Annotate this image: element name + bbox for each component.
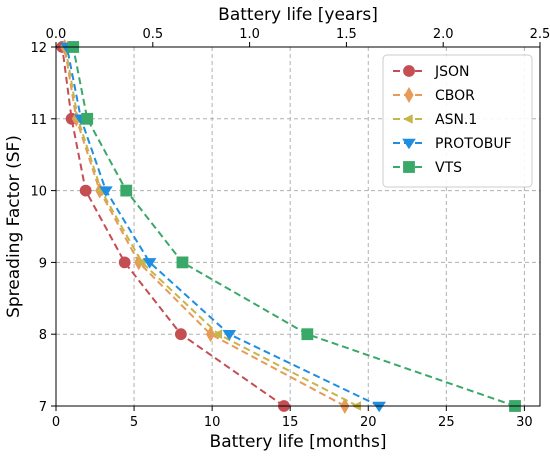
data-point xyxy=(403,65,415,77)
x-tick-label: 5 xyxy=(130,415,138,430)
y-tick-label: 7 xyxy=(39,400,47,415)
y-tick-label: 12 xyxy=(30,41,47,56)
data-point xyxy=(175,328,187,341)
series-line xyxy=(61,46,285,407)
data-point xyxy=(402,138,416,150)
data-point xyxy=(212,329,223,339)
top-x-tick-label: 1.0 xyxy=(239,27,260,42)
legend-entry: CBOR xyxy=(393,87,475,104)
legend-label: PROTOBUF xyxy=(435,136,512,152)
top-x-tick-label: 2.0 xyxy=(433,27,454,42)
legend-label: VTS xyxy=(435,160,462,176)
data-point xyxy=(301,328,314,341)
legend-entry: PROTOBUF xyxy=(393,136,512,152)
x-tick-label: 10 xyxy=(204,415,221,430)
legend-entry: ASN.1 xyxy=(393,112,477,128)
x-tick-label: 25 xyxy=(438,415,455,430)
x-tick-label: 30 xyxy=(516,415,533,430)
data-point xyxy=(99,186,113,197)
series-line xyxy=(63,46,346,407)
data-point xyxy=(118,256,131,269)
data-point xyxy=(404,87,414,103)
data-point xyxy=(222,329,237,341)
legend-entry: JSON xyxy=(393,64,470,80)
legend-label: JSON xyxy=(434,64,470,80)
series-line xyxy=(64,46,358,407)
data-point xyxy=(403,161,415,173)
y-tick-label: 9 xyxy=(39,256,47,271)
x-axis-label: Battery life [months] xyxy=(210,432,387,452)
series-line xyxy=(65,46,380,407)
legend-frame xyxy=(382,54,533,188)
x-tick-label: 0 xyxy=(52,415,60,430)
data-point xyxy=(372,401,386,413)
series-line xyxy=(72,46,516,407)
legend-label: CBOR xyxy=(435,88,475,104)
data-point xyxy=(120,184,133,197)
series-cbor xyxy=(60,39,350,414)
legend-label: ASN.1 xyxy=(435,112,477,128)
x-tick-label: 20 xyxy=(360,415,377,430)
x-tick-label: 15 xyxy=(282,415,299,430)
top-x-axis-label: Battery life [years] xyxy=(218,5,378,25)
series-json xyxy=(56,41,290,412)
plot-frame xyxy=(55,46,541,407)
top-x-tick-label: 2.5 xyxy=(530,27,550,42)
top-x-tick-label: 0.0 xyxy=(46,27,67,42)
y-tick-label: 8 xyxy=(39,328,47,343)
data-point xyxy=(142,258,157,269)
series-layer xyxy=(56,39,521,414)
top-x-tick-label: 1.5 xyxy=(336,27,357,42)
data-point xyxy=(81,112,94,125)
data-point xyxy=(79,184,92,197)
data-point xyxy=(205,326,216,343)
data-point xyxy=(176,256,189,269)
legend-entry: VTS xyxy=(393,160,462,176)
y-axis-label: Spreading Factor (SF) xyxy=(4,135,24,318)
legend: JSON CBOR ASN.1 PROTOBUF VTS xyxy=(382,54,533,188)
top-x-tick-label: 0.5 xyxy=(142,27,163,42)
data-point xyxy=(403,114,413,124)
series-protobuf xyxy=(60,42,386,413)
y-tick-label: 11 xyxy=(30,113,47,128)
y-tick-label: 10 xyxy=(30,185,47,200)
data-point xyxy=(136,257,146,268)
ticks: 0 5 10 15 20 25 30 0.0 0.5 1.0 1.5 2.0 2.5 7 8 9 10 11 12 xyxy=(30,27,550,430)
